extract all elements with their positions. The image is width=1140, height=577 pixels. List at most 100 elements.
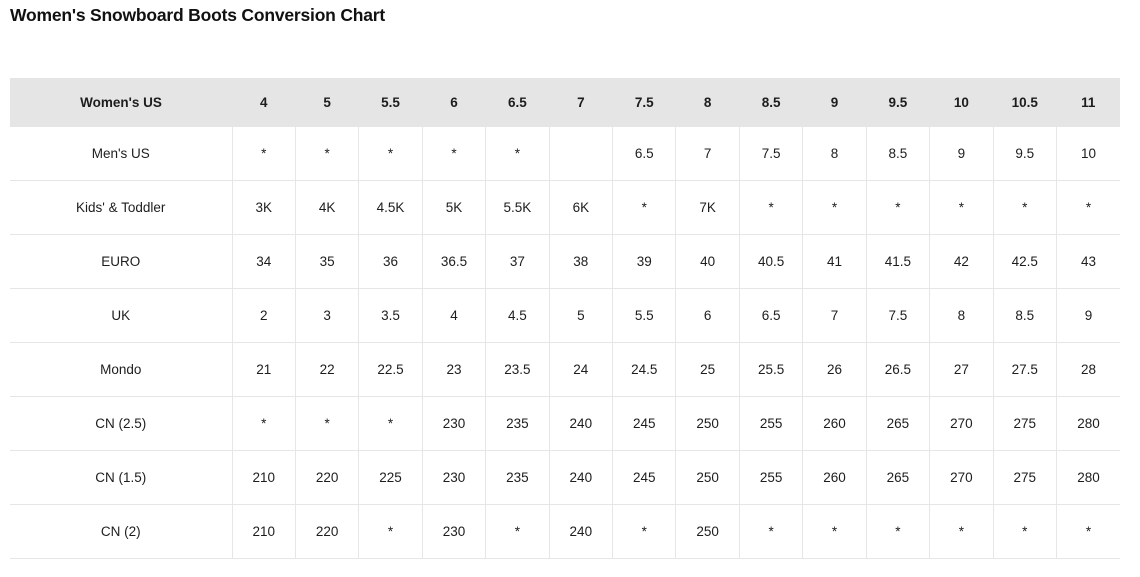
value-cell: *	[612, 504, 676, 559]
table-row: EURO 34 35 36 36.5 37 38 39 40 40.5 41 41.5 42 42.5 43	[10, 234, 1120, 289]
value-cell: 6K	[548, 180, 613, 235]
header-size-cell: 6	[422, 78, 486, 127]
value-cell: 40.5	[738, 234, 803, 289]
value-cell: *	[612, 180, 676, 235]
value-cell: 8.5	[865, 127, 930, 181]
value-cell: 26.5	[865, 342, 930, 397]
value-cell: 43	[1055, 234, 1120, 289]
value-cell: 8.5	[992, 288, 1057, 343]
table-row: CN (2) 210 220 * 230 * 240 * 250 * * * * * *	[10, 504, 1120, 559]
value-cell: 26	[802, 342, 867, 397]
value-cell: 245	[612, 450, 676, 505]
value-cell: 8	[929, 288, 994, 343]
value-cell: *	[231, 396, 296, 451]
value-cell: 27.5	[992, 342, 1057, 397]
value-cell: 10	[1055, 127, 1120, 181]
value-cell: 210	[231, 450, 296, 505]
table-head: Women's US 4 5 5.5 6 6.5 7 7.5 8 8.5 9 9.5 10 10.5 11	[10, 78, 1120, 127]
value-cell: *	[992, 180, 1057, 235]
table-row: CN (2.5) * * * 230 235 240 245 250 255 260 265 270 27…	[10, 396, 1120, 451]
value-cell: 230	[421, 504, 486, 559]
value-cell: *	[738, 180, 803, 235]
table-row: Men's US * * * * * 6.5 7 7.5 8 8.5 9 9.5 10	[10, 127, 1120, 181]
value-cell: 5.5	[612, 288, 676, 343]
table-row: UK 2 3 3.5 4 4.5 5 5.5 6 6.5 7 7.5 8 8.5 9	[10, 288, 1120, 343]
value-cell: 6.5	[612, 127, 676, 181]
value-cell: 39	[612, 234, 676, 289]
header-size-cell: 9.5	[866, 78, 930, 127]
value-cell: 22.5	[358, 342, 423, 397]
header-size-cell: 8.5	[739, 78, 803, 127]
value-cell: 38	[548, 234, 613, 289]
value-cell: 270	[929, 450, 994, 505]
value-cell: *	[231, 127, 296, 181]
value-cell: 40	[675, 234, 740, 289]
value-cell: *	[485, 127, 550, 181]
header-size-cell: 5	[295, 78, 359, 127]
header-size-cell: 8	[675, 78, 740, 127]
value-cell: *	[1055, 180, 1120, 235]
value-cell: 265	[865, 450, 930, 505]
value-cell: 4	[421, 288, 486, 343]
value-cell: 42	[929, 234, 994, 289]
value-cell: 24	[548, 342, 613, 397]
size-conversion-table: Women's US 4 5 5.5 6 6.5 7 7.5 8 8.5 9 9.5 10 10.5 11 …	[10, 78, 1120, 559]
value-cell: 24.5	[612, 342, 676, 397]
value-cell: 2	[231, 288, 296, 343]
value-cell: *	[1055, 504, 1120, 559]
row-label-cell: EURO	[10, 234, 232, 289]
value-cell: *	[485, 504, 550, 559]
value-cell: 280	[1055, 396, 1120, 451]
value-cell: 255	[738, 450, 803, 505]
value-cell: 34	[231, 234, 296, 289]
value-cell: 37	[485, 234, 550, 289]
value-cell: 35	[294, 234, 359, 289]
value-cell: 280	[1055, 450, 1120, 505]
value-cell: 9	[1055, 288, 1120, 343]
value-cell: *	[929, 180, 994, 235]
value-cell: 265	[865, 396, 930, 451]
page-title: Women's Snowboard Boots Conversion Chart	[10, 5, 386, 25]
value-cell: 275	[992, 450, 1057, 505]
value-cell: 5.5K	[485, 180, 550, 235]
value-cell: *	[992, 504, 1057, 559]
value-cell: 4K	[294, 180, 359, 235]
row-label-cell: UK	[10, 288, 232, 343]
value-cell: *	[294, 396, 359, 451]
value-cell: 220	[294, 504, 359, 559]
table-body: Men's US * * * * * 6.5 7 7.5 8 8.5 9 9.5 10 Kids' & To…	[10, 127, 1120, 559]
value-cell	[548, 127, 613, 181]
value-cell: *	[358, 504, 423, 559]
table-row: CN (1.5) 210 220 225 230 235 240 245 250 255 260 26…	[10, 450, 1120, 505]
header-corner-cell: Women's US	[10, 78, 232, 127]
value-cell: 270	[929, 396, 994, 451]
value-cell: 8	[802, 127, 867, 181]
value-cell: 3.5	[358, 288, 423, 343]
value-cell: 7K	[675, 180, 740, 235]
value-cell: 9.5	[992, 127, 1057, 181]
value-cell: 3	[294, 288, 359, 343]
value-cell: *	[358, 396, 423, 451]
value-cell: 23.5	[485, 342, 550, 397]
value-cell: 28	[1055, 342, 1120, 397]
table-header-row: Women's US 4 5 5.5 6 6.5 7 7.5 8 8.5 9 9.5 10 10.5 11	[10, 78, 1120, 127]
table-row: Mondo 21 22 22.5 23 23.5 24 24.5 25 25.5 26 26.5 27 2…	[10, 342, 1120, 397]
value-cell: 245	[612, 396, 676, 451]
value-cell: 25.5	[738, 342, 803, 397]
value-cell: 3K	[231, 180, 296, 235]
value-cell: 210	[231, 504, 296, 559]
value-cell: *	[294, 127, 359, 181]
value-cell: 5	[548, 288, 613, 343]
value-cell: *	[802, 504, 867, 559]
value-cell: 6	[675, 288, 740, 343]
header-size-cell: 10	[929, 78, 994, 127]
value-cell: 230	[421, 396, 486, 451]
value-cell: 250	[675, 450, 740, 505]
value-cell: *	[358, 127, 423, 181]
row-label-cell: Kids' & Toddler	[10, 180, 232, 235]
value-cell: 5K	[421, 180, 486, 235]
value-cell: 7.5	[738, 127, 803, 181]
value-cell: 240	[548, 396, 613, 451]
value-cell: 41	[802, 234, 867, 289]
value-cell: 23	[421, 342, 486, 397]
